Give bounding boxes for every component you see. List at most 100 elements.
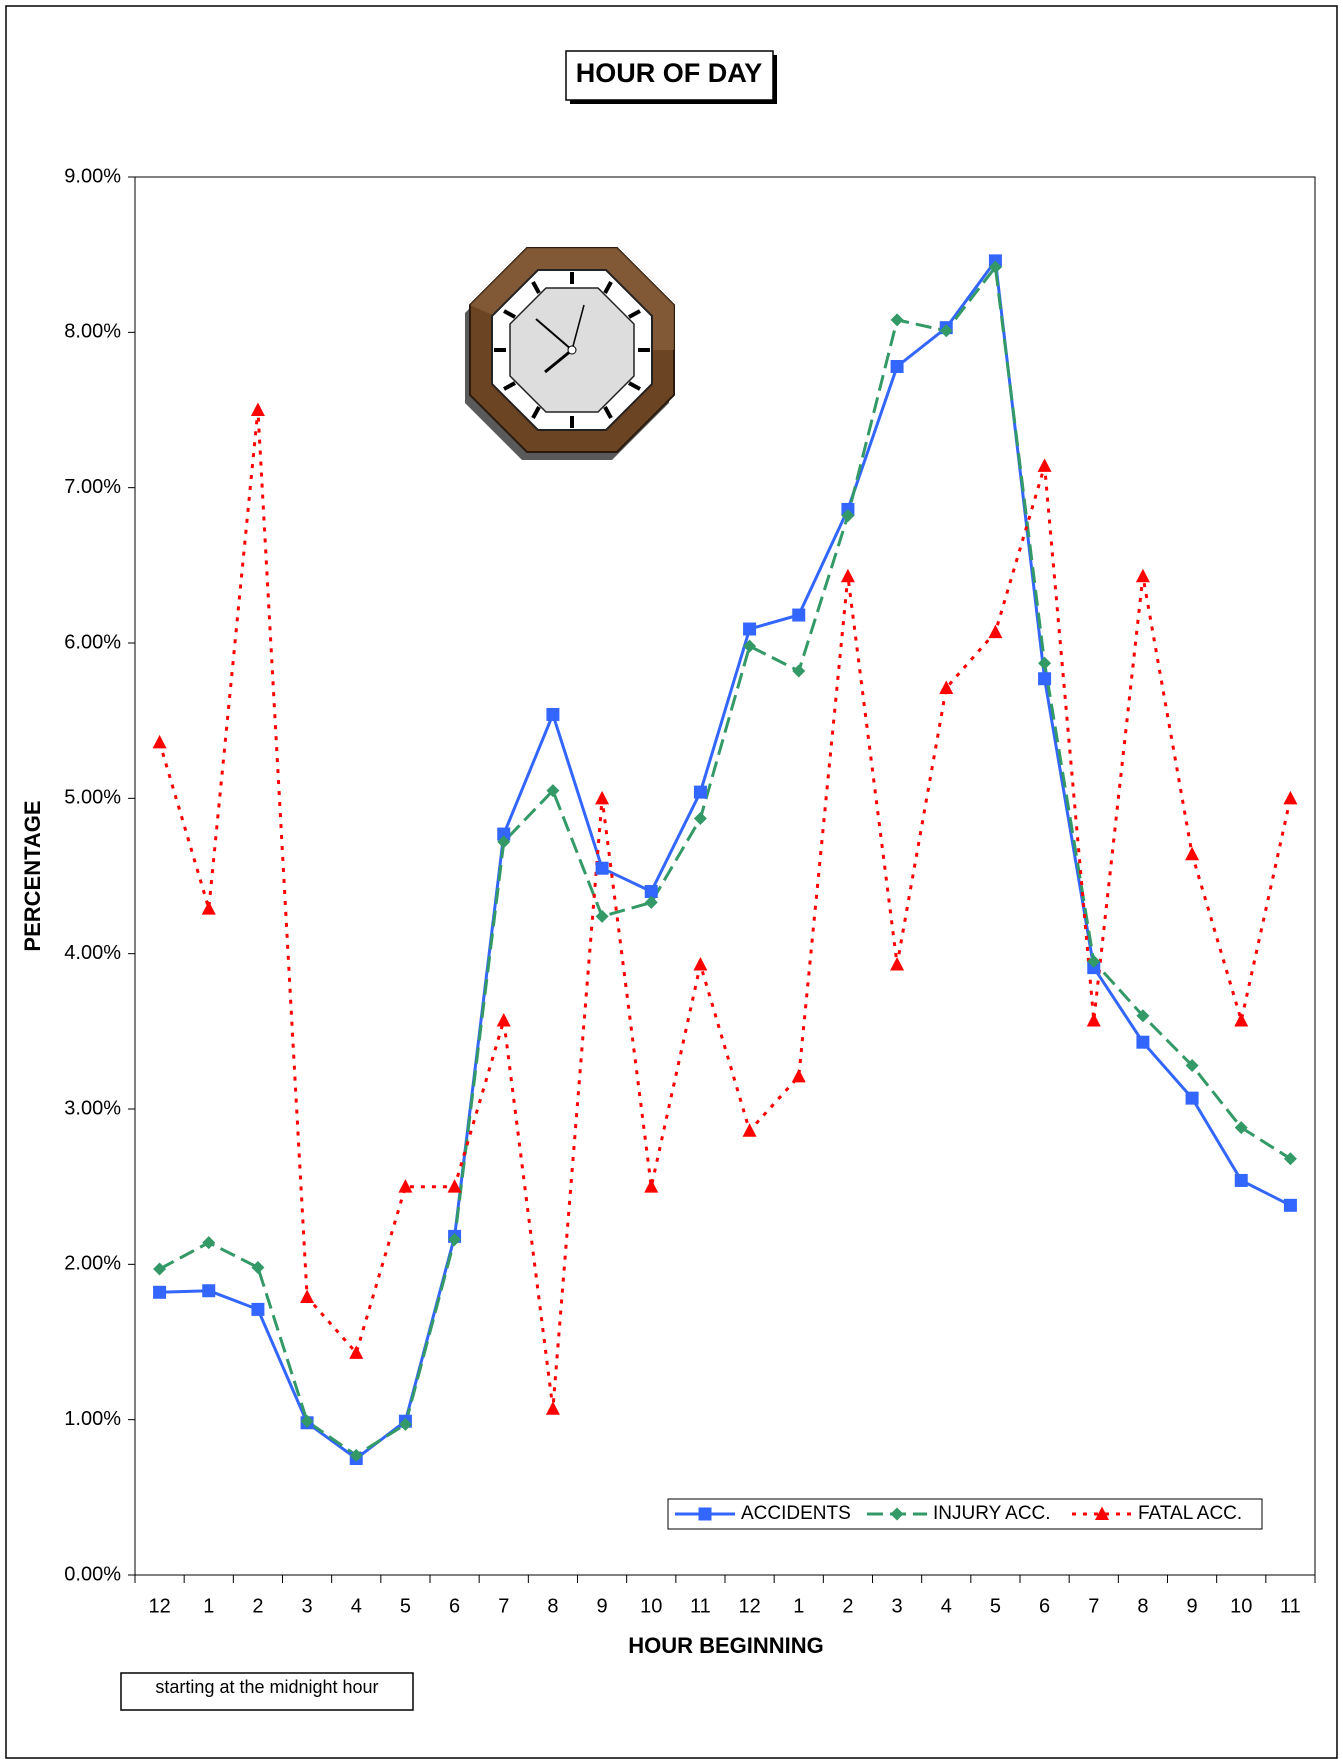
x-tick-label: 7 — [1088, 1595, 1099, 1617]
marker — [791, 1068, 806, 1083]
marker — [496, 1012, 511, 1027]
marker — [743, 639, 757, 653]
marker — [693, 957, 708, 971]
marker — [792, 664, 806, 678]
marker — [1087, 954, 1101, 968]
marker — [841, 509, 855, 523]
series-line — [158, 408, 1292, 1411]
y-tick-label: 8.00% — [64, 321, 121, 343]
x-tick-label: 10 — [640, 1595, 662, 1617]
marker — [693, 785, 707, 799]
marker — [792, 608, 806, 622]
marker — [890, 360, 904, 374]
marker — [1136, 1035, 1150, 1049]
x-tick-label: 5 — [990, 1595, 1001, 1617]
y-tick-label: 3.00% — [64, 1097, 121, 1119]
x-tick-label: 6 — [1039, 1595, 1050, 1617]
marker — [202, 1284, 216, 1298]
marker — [1283, 790, 1298, 805]
marker — [1283, 1198, 1297, 1212]
marker — [398, 1179, 413, 1193]
x-tick-label: 9 — [597, 1595, 608, 1617]
marker — [1135, 568, 1150, 583]
marker — [250, 402, 265, 416]
marker — [349, 1345, 364, 1359]
marker — [693, 812, 707, 826]
x-tick-label: 6 — [449, 1595, 460, 1617]
series-line — [159, 259, 1292, 1460]
marker — [890, 957, 905, 971]
marker — [497, 835, 511, 849]
x-tick-label: 3 — [892, 1595, 903, 1617]
annotation-box — [120, 1672, 414, 1711]
x-tick-label: 3 — [302, 1595, 313, 1617]
marker — [546, 707, 560, 721]
marker — [1185, 846, 1200, 861]
series-line — [158, 265, 1292, 1457]
clock-icon — [465, 247, 675, 460]
y-tick-label: 7.00% — [64, 476, 121, 498]
marker — [251, 1260, 265, 1274]
x-tick-label: 5 — [400, 1595, 411, 1617]
marker — [1038, 656, 1052, 670]
x-tick-label: 12 — [148, 1595, 170, 1617]
x-tick-label: 2 — [252, 1595, 263, 1617]
marker — [448, 1232, 462, 1246]
marker — [1086, 1012, 1101, 1027]
marker — [840, 568, 855, 583]
x-tick-label: 8 — [1137, 1595, 1148, 1617]
marker — [300, 1414, 314, 1428]
y-tick-label: 5.00% — [64, 787, 121, 809]
marker — [1136, 1009, 1150, 1023]
x-tick-label: 4 — [351, 1595, 362, 1617]
marker — [398, 1417, 412, 1431]
y-tick-label: 6.00% — [64, 631, 121, 653]
marker — [742, 1123, 757, 1137]
x-axis-label: HOUR BEGINNING — [628, 1633, 824, 1658]
chart-title: HOUR OF DAY — [576, 58, 763, 88]
marker — [890, 313, 904, 327]
y-tick-label: 0.00% — [64, 1563, 121, 1585]
x-tick-label: 4 — [941, 1595, 952, 1617]
marker — [644, 895, 658, 909]
marker — [939, 680, 954, 695]
marker — [1037, 458, 1052, 472]
y-tick-label: 4.00% — [64, 942, 121, 964]
legend-label: INJURY ACC. — [933, 1503, 1051, 1524]
marker — [595, 790, 610, 805]
marker — [201, 901, 216, 915]
marker — [153, 1262, 167, 1276]
marker — [1185, 1091, 1199, 1105]
marker — [349, 1448, 363, 1462]
annotation: starting at the midnight hour — [155, 1677, 378, 1697]
marker — [251, 1302, 265, 1316]
marker — [300, 1289, 315, 1303]
x-tick-label: 11 — [1280, 1595, 1301, 1617]
marker — [743, 622, 757, 636]
marker — [1234, 1121, 1248, 1135]
marker — [497, 827, 511, 841]
marker — [1283, 1152, 1297, 1166]
marker — [1234, 1012, 1249, 1027]
marker — [153, 1285, 167, 1299]
x-tick-label: 2 — [842, 1595, 853, 1617]
legend-box — [667, 1498, 1263, 1530]
marker — [939, 324, 953, 338]
marker — [1234, 1173, 1248, 1187]
x-tick-label: 8 — [547, 1595, 558, 1617]
x-tick-label: 10 — [1230, 1595, 1252, 1617]
x-tick-label: 1 — [793, 1595, 804, 1617]
marker — [1038, 672, 1052, 686]
marker — [545, 1401, 560, 1415]
chart-border — [5, 5, 1338, 1759]
y-axis-label: PERCENTAGE — [20, 800, 45, 951]
legend-marker — [890, 1507, 904, 1521]
title-box — [565, 50, 774, 101]
marker — [546, 784, 560, 798]
y-tick-label: 1.00% — [64, 1408, 121, 1430]
x-tick-label: 12 — [738, 1595, 760, 1617]
marker — [202, 1236, 216, 1250]
marker — [988, 260, 1002, 274]
x-tick-label: 11 — [690, 1595, 711, 1617]
